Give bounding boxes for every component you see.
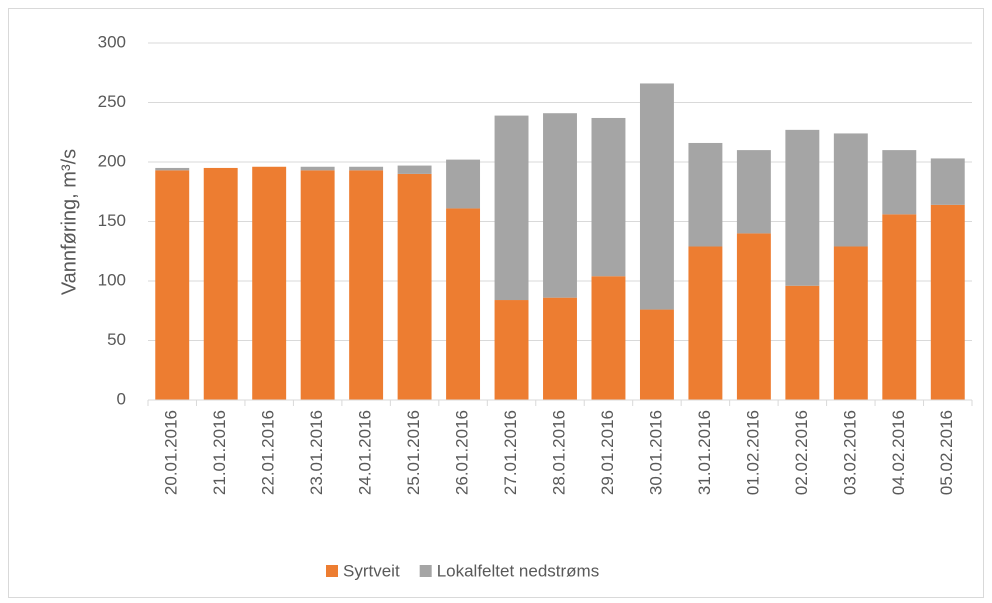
x-tick-label: 23.01.2016	[307, 410, 326, 495]
bar-segment	[688, 142, 723, 247]
legend-label: Lokalfeltet nedstrøms	[437, 561, 600, 580]
bar-segment	[785, 285, 820, 400]
bar-segment	[882, 214, 917, 400]
y-axis-title: Vannføring, m³/s	[58, 149, 80, 295]
x-tick-label: 02.02.2016	[792, 410, 811, 495]
bar-segment	[252, 166, 287, 400]
bar-segment	[349, 170, 384, 400]
y-tick-label: 300	[98, 32, 126, 51]
x-tick-label: 25.01.2016	[404, 410, 423, 495]
bar-segment	[300, 166, 335, 171]
x-tick-label: 26.01.2016	[453, 410, 472, 495]
bar-segment	[736, 150, 771, 234]
bar-segment	[736, 233, 771, 400]
bar-segment	[494, 300, 529, 400]
x-tick-label: 05.02.2016	[937, 410, 956, 495]
legend-swatch	[326, 565, 338, 577]
bar-segment	[155, 170, 190, 400]
x-tick-label: 01.02.2016	[743, 410, 762, 495]
bar-segment	[639, 309, 674, 400]
legend-label: Syrtveit	[343, 561, 400, 580]
x-tick-label: 20.01.2016	[162, 410, 181, 495]
x-tick-label: 31.01.2016	[695, 410, 714, 495]
y-tick-label: 250	[98, 92, 126, 111]
bar-segment	[833, 246, 868, 400]
bar-segment	[930, 204, 965, 400]
bar-segment	[591, 117, 626, 277]
bar-segment	[446, 208, 481, 400]
x-tick-label: 29.01.2016	[598, 410, 617, 495]
x-tick-label: 28.01.2016	[549, 410, 568, 495]
x-tick-label: 04.02.2016	[889, 410, 908, 495]
bar-segment	[300, 170, 335, 400]
x-tick-label: 27.01.2016	[501, 410, 520, 495]
bar-segment	[155, 167, 190, 171]
x-tick-label: 21.01.2016	[210, 410, 229, 495]
bar-segment	[397, 173, 432, 400]
bar-segment	[349, 166, 384, 171]
bar-segment	[639, 83, 674, 310]
bar-segment	[833, 133, 868, 247]
y-tick-label: 200	[98, 151, 126, 170]
bar-segment	[203, 167, 238, 400]
bar-segment	[688, 246, 723, 400]
bar-segment	[591, 276, 626, 400]
x-tick-label: 30.01.2016	[646, 410, 665, 495]
x-tick-label: 24.01.2016	[356, 410, 375, 495]
bar-segment	[494, 115, 529, 301]
y-tick-label: 0	[117, 389, 126, 408]
bar-segment	[397, 165, 432, 174]
bar-segment	[446, 159, 481, 209]
bar-segment	[930, 158, 965, 205]
x-tick-label: 22.01.2016	[259, 410, 278, 495]
bar-segment	[882, 150, 917, 215]
bar-segment	[543, 297, 577, 400]
y-tick-label: 100	[98, 270, 126, 289]
y-tick-label: 50	[107, 330, 126, 349]
legend-swatch	[419, 565, 432, 577]
y-tick-label: 150	[98, 211, 126, 230]
bar-segment	[785, 129, 820, 286]
bar-segment	[543, 113, 577, 298]
x-tick-label: 03.02.2016	[840, 410, 859, 495]
